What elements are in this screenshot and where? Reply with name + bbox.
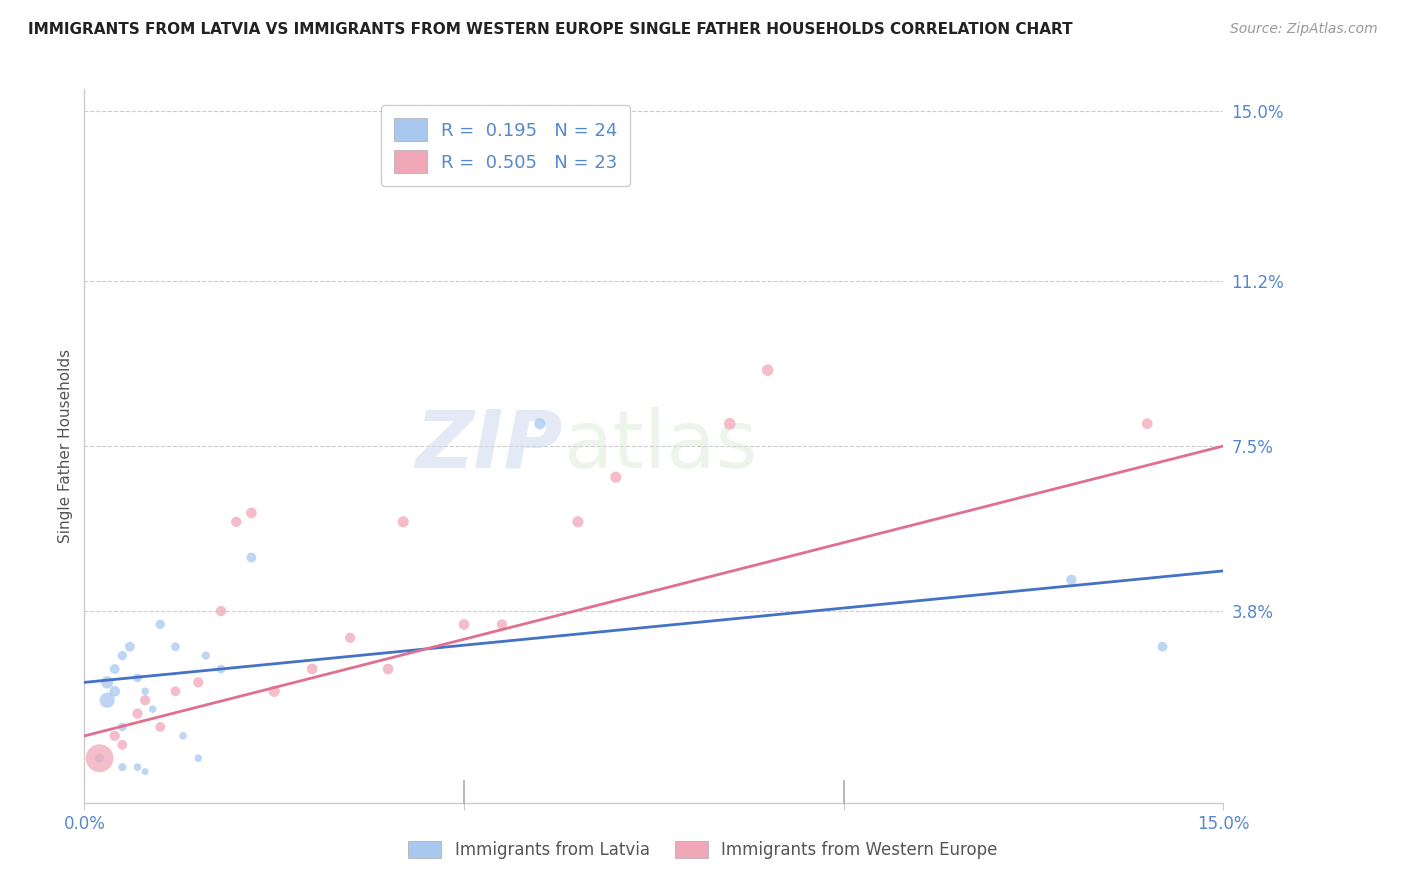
Point	[111, 760, 134, 774]
Point	[111, 720, 134, 734]
Point	[134, 684, 156, 698]
Point	[1136, 417, 1159, 431]
Text: atlas: atlas	[562, 407, 756, 485]
Legend: R =  0.195   N = 24, R =  0.505   N = 23: R = 0.195 N = 24, R = 0.505 N = 23	[381, 105, 630, 186]
Point	[127, 760, 149, 774]
Point	[149, 720, 172, 734]
Point	[453, 617, 475, 632]
Y-axis label: Single Father Households: Single Father Households	[58, 349, 73, 543]
Point	[89, 751, 111, 765]
Point	[529, 417, 551, 431]
Point	[718, 417, 741, 431]
Point	[263, 684, 285, 698]
Point	[127, 706, 149, 721]
Point	[96, 693, 118, 707]
Point	[149, 617, 172, 632]
Point	[187, 675, 209, 690]
Point	[104, 684, 127, 698]
Point	[605, 470, 627, 484]
Point	[240, 550, 263, 565]
Text: IMMIGRANTS FROM LATVIA VS IMMIGRANTS FROM WESTERN EUROPE SINGLE FATHER HOUSEHOLD: IMMIGRANTS FROM LATVIA VS IMMIGRANTS FRO…	[28, 22, 1073, 37]
Point	[134, 764, 156, 779]
Point	[491, 617, 513, 632]
Point	[209, 662, 232, 676]
Point	[96, 675, 118, 690]
Text: Source: ZipAtlas.com: Source: ZipAtlas.com	[1230, 22, 1378, 37]
Point	[165, 684, 187, 698]
Point	[104, 662, 127, 676]
Point	[567, 515, 589, 529]
Point	[392, 515, 415, 529]
Point	[111, 648, 134, 663]
Point	[111, 738, 134, 752]
Point	[1060, 573, 1083, 587]
Point	[1152, 640, 1174, 654]
Point	[225, 515, 247, 529]
Point	[377, 662, 399, 676]
Point	[165, 640, 187, 654]
Point	[104, 729, 127, 743]
Text: ZIP: ZIP	[415, 407, 562, 485]
Point	[339, 631, 361, 645]
Point	[89, 751, 111, 765]
Point	[187, 751, 209, 765]
Point	[301, 662, 323, 676]
Point	[142, 702, 165, 716]
Point	[756, 363, 779, 377]
Point	[118, 640, 141, 654]
Legend: Immigrants from Latvia, Immigrants from Western Europe: Immigrants from Latvia, Immigrants from …	[402, 834, 1004, 866]
Point	[240, 506, 263, 520]
Point	[127, 671, 149, 685]
Point	[209, 604, 232, 618]
Point	[134, 693, 156, 707]
Point	[172, 729, 194, 743]
Point	[194, 648, 217, 663]
